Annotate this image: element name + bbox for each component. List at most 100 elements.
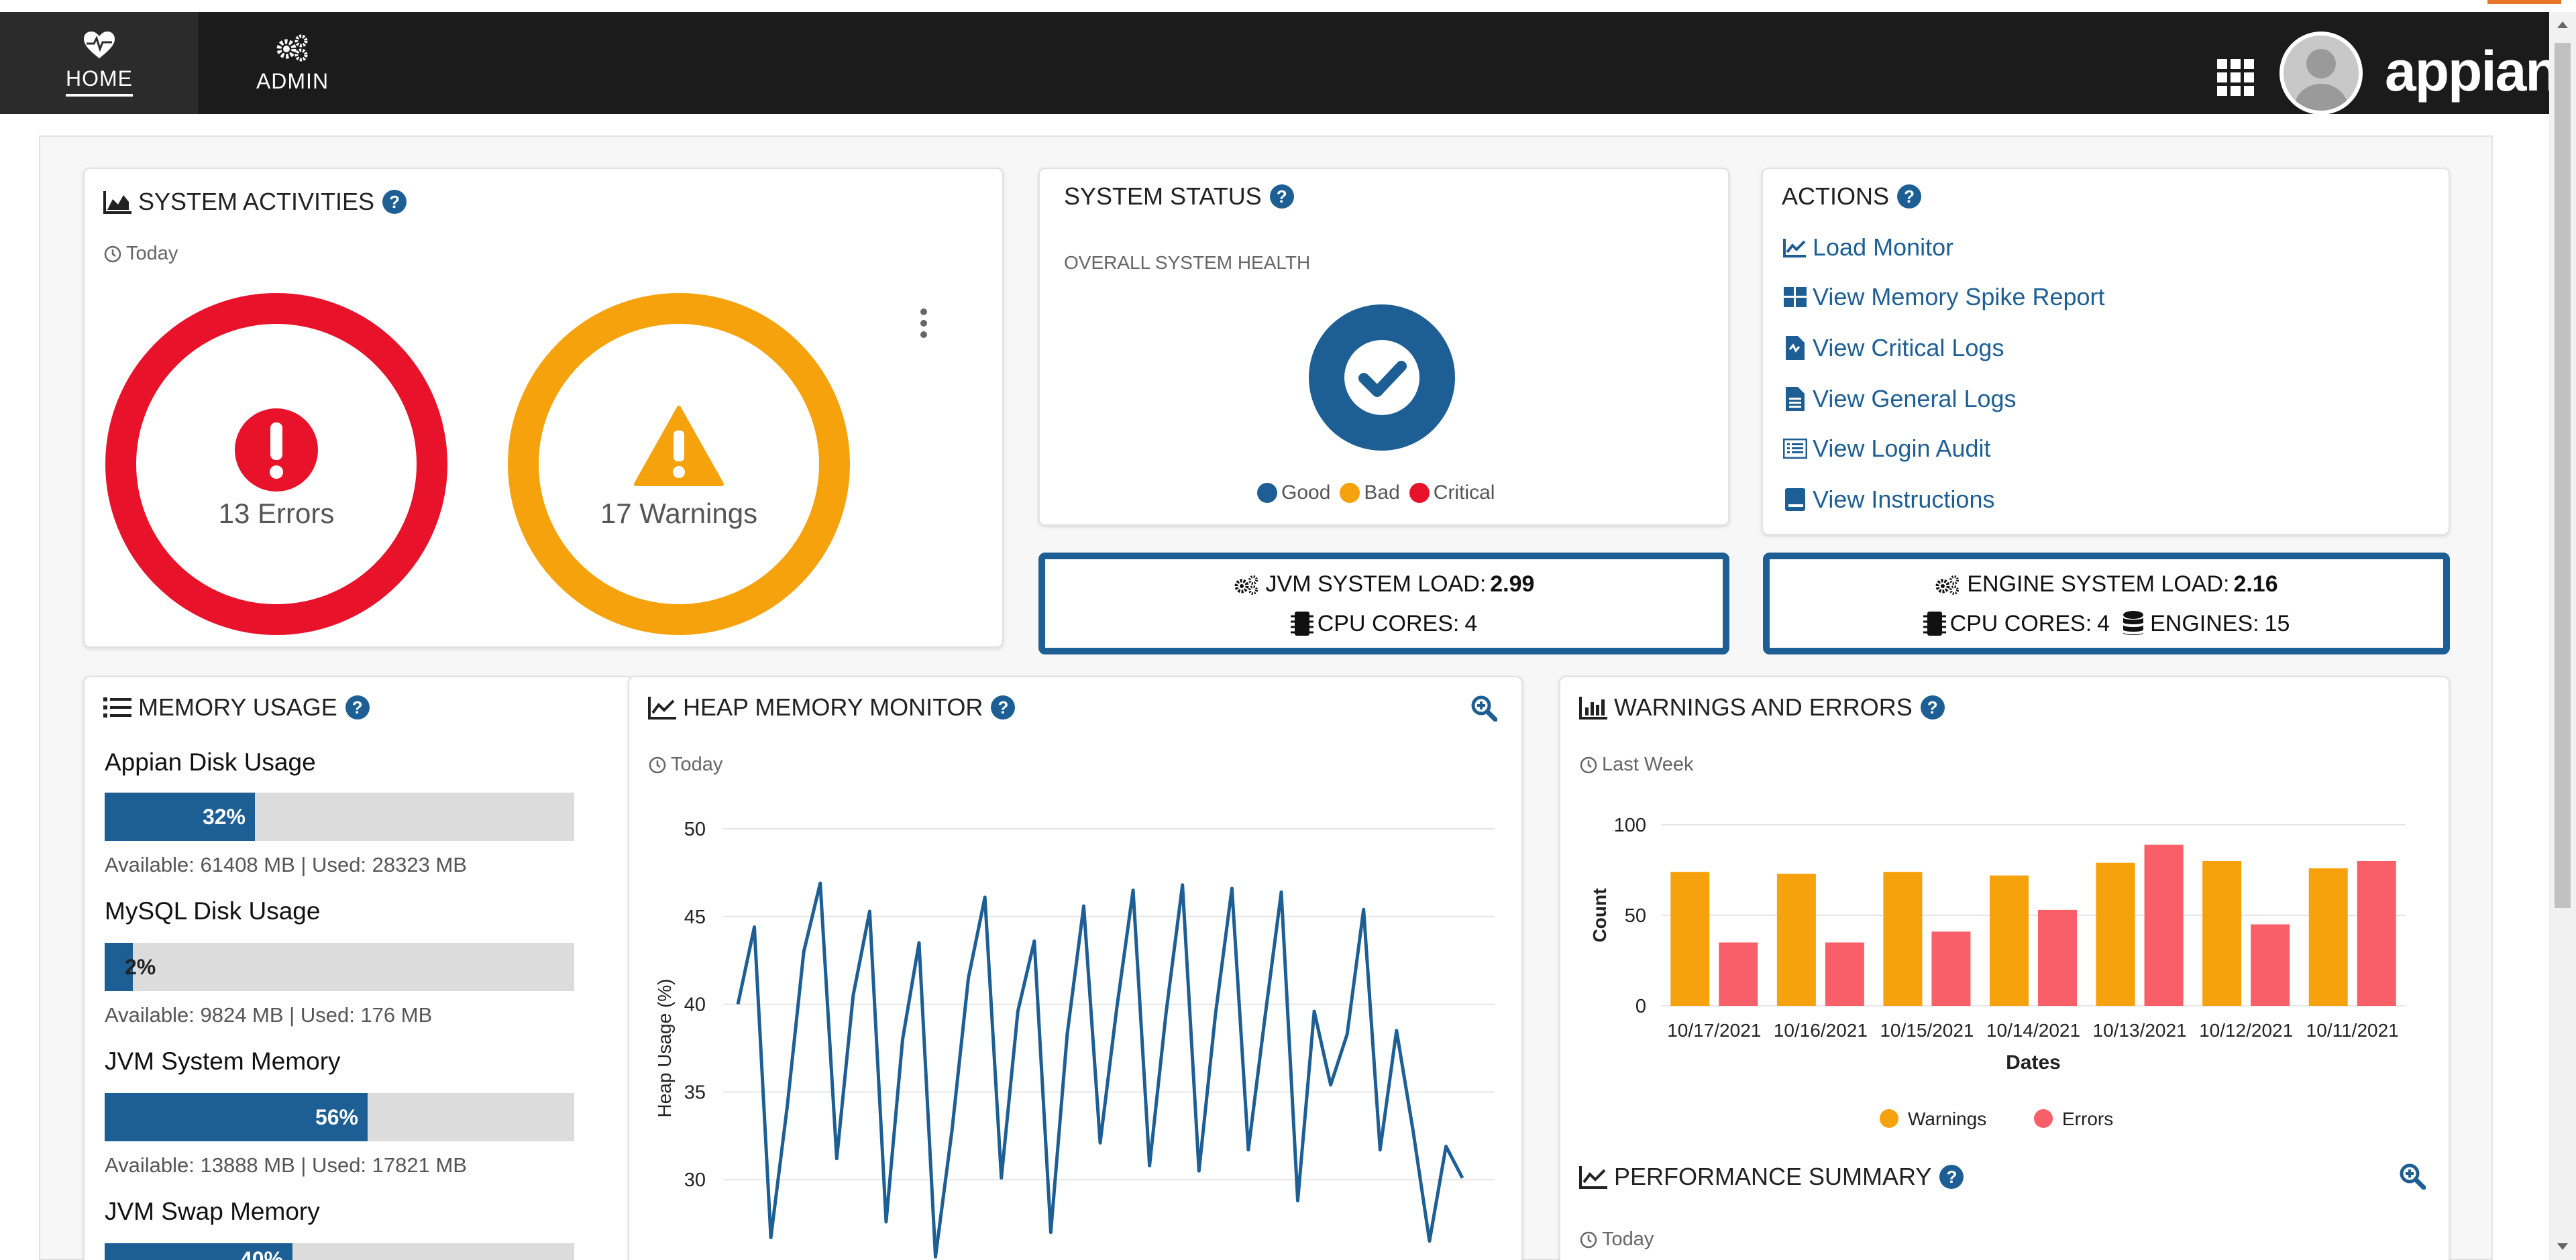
jvm-system-memory-fill: 56%: [105, 1093, 368, 1141]
appian-disk-usage-label: Appian Disk Usage: [105, 748, 316, 776]
zoom-in-icon[interactable]: [1470, 695, 1497, 722]
memory-spike-report-link[interactable]: View Memory Spike Report: [1782, 283, 2105, 311]
legend-critical-label: Critical: [1433, 481, 1495, 504]
engines-value: 15: [2264, 610, 2290, 636]
we-bar-warnings: [1990, 875, 2029, 1006]
heap-y-axis-label: Heap Usage (%): [654, 979, 675, 1118]
mysql-disk-usage-label: MySQL Disk Usage: [105, 897, 321, 925]
help-icon[interactable]: ?: [382, 190, 407, 214]
memory-usage-title: MEMORY USAGE ?: [103, 693, 370, 722]
performance-summary-period-text: Today: [1602, 1228, 1654, 1250]
performance-summary-title-text: PERFORMANCE SUMMARY: [1614, 1163, 1932, 1190]
help-icon[interactable]: ?: [1269, 184, 1294, 209]
scroll-up-arrow[interactable]: [2557, 21, 2568, 28]
appian-disk-usage-bar: 32%: [105, 793, 574, 841]
th-large-icon: [1784, 287, 1807, 307]
system-activities-period: Today: [103, 243, 178, 265]
critical-logs-label: View Critical Logs: [1813, 334, 2004, 361]
tab-home[interactable]: HOME: [0, 12, 199, 114]
microchip-icon: [1923, 612, 1946, 636]
clock-icon: [104, 245, 121, 262]
clock-icon: [649, 756, 666, 773]
general-logs-link[interactable]: View General Logs: [1782, 385, 2017, 413]
overall-health-label: OVERALL SYSTEM HEALTH: [1064, 252, 1311, 273]
engine-load-line: ENGINE SYSTEM LOAD: 2.16: [1770, 571, 2443, 597]
line-chart-icon: [648, 697, 676, 720]
help-icon[interactable]: ?: [991, 695, 1016, 720]
help-icon[interactable]: ?: [1920, 695, 1945, 720]
we-bar-warnings: [2202, 861, 2242, 1006]
legend-critical-dot: [1409, 483, 1430, 503]
mysql-disk-usage-detail: Available: 9824 MB | Used: 176 MB: [105, 1003, 433, 1027]
instructions-link[interactable]: View Instructions: [1782, 485, 1994, 514]
we-bar-warnings: [1883, 872, 1923, 1006]
heap-monitor-title: HEAP MEMORY MONITOR ?: [648, 693, 1016, 722]
jvm-swap-memory-label: JVM Swap Memory: [105, 1198, 320, 1225]
we-bar-errors: [2251, 924, 2290, 1006]
warnings-ring[interactable]: [504, 290, 853, 638]
we-bar-warnings: [1776, 873, 1816, 1006]
memory-spike-report-label: View Memory Spike Report: [1813, 283, 2105, 310]
actions-title-text: ACTIONS: [1782, 182, 1890, 210]
page-scrollbar[interactable]: [2549, 12, 2576, 1260]
load-monitor-link[interactable]: Load Monitor: [1782, 233, 1953, 262]
error-alert-icon: [235, 408, 318, 492]
errors-label: 13 Errors: [218, 498, 335, 529]
we-x-tick-label: 10/17/2021: [1667, 1020, 1761, 1041]
heap-y-tick-label: 35: [684, 1082, 706, 1103]
top-strip: [0, 0, 2576, 12]
help-icon[interactable]: ?: [345, 695, 370, 720]
clock-icon: [1580, 756, 1597, 773]
dashboard-content: SYSTEM ACTIVITIES ? Today 13 Errors 1: [39, 135, 2493, 1260]
health-legend: Good Bad Critical: [1248, 481, 1495, 504]
we-legend-label: Errors: [2062, 1108, 2113, 1129]
actions-title: ACTIONS ?: [1782, 182, 1922, 211]
warnings-errors-bar-chart[interactable]: 0 50 100 Count 10/17/2021 10/16/2021 10/15/202…: [1560, 785, 2449, 1140]
clock-icon: [1580, 1231, 1597, 1248]
we-legend-dot: [1880, 1109, 1898, 1128]
we-bar-errors: [1825, 942, 1864, 1006]
app-grid-icon[interactable]: [2217, 59, 2255, 97]
zoom-in-icon[interactable]: [2399, 1163, 2426, 1190]
mysql-disk-usage-fill: [105, 943, 133, 991]
actions-card: ACTIONS ? Load Monitor View Memory Spike…: [1762, 168, 2450, 535]
legend-good-label: Good: [1281, 481, 1331, 504]
performance-summary-title: PERFORMANCE SUMMARY ?: [1579, 1163, 1964, 1191]
warnings-errors-title-text: WARNINGS AND ERRORS: [1614, 693, 1913, 721]
help-icon[interactable]: ?: [1897, 184, 1922, 209]
jvm-swap-memory-bar: 40%: [105, 1243, 574, 1260]
scroll-down-arrow[interactable]: [2557, 1243, 2568, 1250]
engine-system-load-card[interactable]: ENGINE SYSTEM LOAD: 2.16 CPU CORES: 4 EN…: [1763, 553, 2450, 654]
appian-disk-usage-detail: Available: 61408 MB | Used: 28323 MB: [105, 853, 467, 876]
tab-admin[interactable]: ADMIN: [199, 12, 386, 114]
heartbeat-icon: [84, 31, 115, 58]
scroll-thumb[interactable]: [2555, 43, 2571, 908]
heap-usage-line-chart[interactable]: 25 30 35 40 45 50 Heap Usage (%): [629, 791, 1521, 1260]
appian-logo[interactable]: appian: [2385, 40, 2560, 103]
we-x-tick-label: 10/12/2021: [2199, 1020, 2293, 1041]
we-x-axis-label: Dates: [2006, 1051, 2061, 1074]
avatar[interactable]: [2279, 32, 2363, 115]
load-monitor-label: Load Monitor: [1813, 233, 1954, 261]
engine-cores-line: CPU CORES: 4 ENGINES: 15: [1770, 610, 2443, 637]
check-circle-icon: [1309, 304, 1455, 451]
critical-logs-link[interactable]: View Critical Logs: [1782, 334, 2004, 362]
jvm-system-load-card[interactable]: JVM SYSTEM LOAD: 2.99 CPU CORES: 4: [1038, 553, 1729, 654]
user-silhouette-icon: [2284, 36, 2359, 111]
warning-triangle-icon: [634, 406, 724, 486]
help-icon[interactable]: ?: [1939, 1165, 1964, 1189]
jvm-load-label: JVM SYSTEM LOAD:: [1265, 571, 1487, 597]
more-options-icon[interactable]: [919, 307, 928, 341]
heap-y-tick-label: 45: [684, 907, 706, 928]
performance-summary-period: Today: [1579, 1228, 1654, 1251]
tab-home-label: HOME: [66, 66, 133, 97]
jvm-load-value: 2.99: [1490, 571, 1535, 597]
errors-ring[interactable]: [102, 290, 451, 638]
we-x-tick-label: 10/13/2021: [2093, 1020, 2187, 1041]
list-alt-icon: [1783, 439, 1807, 459]
jvm-system-memory-bar: 56%: [105, 1093, 574, 1141]
login-audit-link[interactable]: View Login Audit: [1782, 435, 1991, 463]
we-bar-warnings: [1670, 872, 1710, 1006]
jvm-system-memory-detail: Available: 13888 MB | Used: 17821 MB: [105, 1153, 467, 1177]
jvm-cores-value: 4: [1464, 610, 1478, 636]
